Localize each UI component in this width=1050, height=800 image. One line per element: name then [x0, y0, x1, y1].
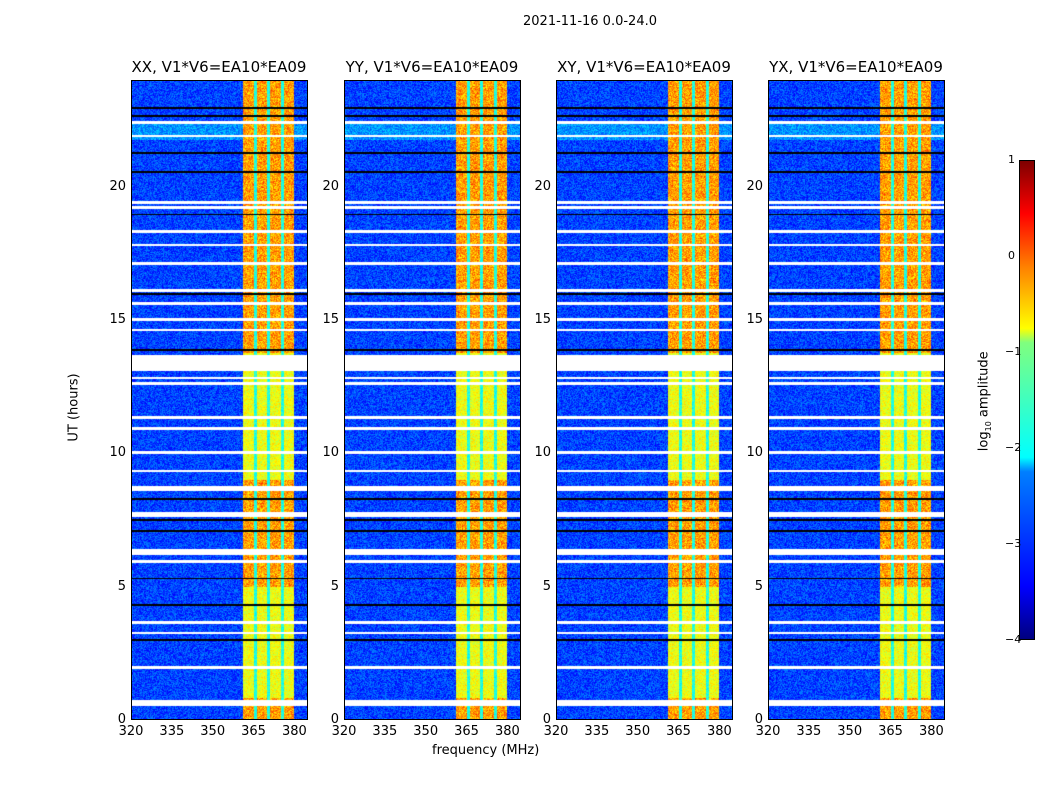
- x-tick-label: 320: [543, 724, 569, 739]
- x-tick-label: 350: [200, 724, 226, 739]
- colorbar-tick-label: 1: [1008, 153, 1015, 166]
- heatmap-panel: [556, 80, 733, 720]
- x-tick-label: 350: [413, 724, 439, 739]
- x-tick-label: 365: [454, 724, 479, 739]
- heatmap-image: [345, 81, 520, 719]
- panel-title: XX, V1*V6=EA10*EA09: [131, 58, 307, 76]
- x-tick-label: 365: [666, 724, 691, 739]
- colorbar-tick-label: −4: [1005, 633, 1022, 646]
- y-tick-label: 5: [117, 578, 126, 594]
- x-tick-label: 350: [837, 724, 863, 739]
- y-tick-label: 10: [322, 445, 339, 461]
- y-tick-label: 5: [754, 578, 763, 594]
- y-tick-label: 0: [117, 712, 126, 727]
- heatmap-image: [557, 81, 732, 719]
- y-tick-label: 10: [746, 445, 763, 461]
- x-tick-label: 380: [494, 724, 520, 739]
- heatmap-panel: [768, 80, 945, 720]
- y-tick-label: 15: [322, 312, 339, 327]
- y-tick-label: 0: [754, 712, 763, 727]
- y-tick-label: 20: [322, 178, 339, 194]
- panel-title: YY, V1*V6=EA10*EA09: [345, 58, 519, 76]
- panel-title: YX, V1*V6=EA10*EA09: [769, 58, 943, 76]
- x-tick-label: 380: [281, 724, 307, 739]
- figure-title: 2021-11-16 0.0-24.0: [523, 14, 657, 29]
- x-axis-label: frequency (MHz): [432, 743, 540, 758]
- x-tick-label: 365: [878, 724, 903, 739]
- heatmap-panel: [344, 80, 521, 720]
- y-tick-label: 15: [746, 312, 763, 327]
- heatmap-image: [132, 81, 307, 719]
- y-axis-label: UT (hours): [66, 373, 82, 442]
- x-tick-label: 320: [118, 724, 144, 739]
- colorbar: [1019, 160, 1035, 640]
- x-tick-label: 320: [755, 724, 781, 739]
- y-tick-label: 0: [542, 712, 551, 727]
- colorbar-tick-label: −2: [1005, 441, 1022, 454]
- colorbar-tick-label: 0: [1008, 249, 1015, 262]
- x-tick-label: 350: [625, 724, 651, 739]
- x-tick-label: 320: [331, 724, 357, 739]
- x-tick-label: 335: [584, 724, 610, 739]
- y-tick-label: 5: [542, 578, 551, 594]
- y-tick-label: 20: [534, 178, 551, 194]
- heatmap-panel: [131, 80, 308, 720]
- colorbar-tick-label: −3: [1005, 537, 1022, 550]
- y-tick-label: 10: [534, 445, 551, 461]
- x-tick-label: 365: [241, 724, 266, 739]
- heatmap-image: [769, 81, 944, 719]
- y-tick-label: 0: [330, 712, 339, 727]
- colorbar-label: log10 amplitude: [976, 351, 994, 452]
- y-tick-label: 5: [330, 578, 339, 594]
- y-tick-label: 15: [109, 312, 126, 327]
- y-tick-label: 15: [534, 312, 551, 327]
- y-tick-label: 20: [746, 178, 763, 194]
- x-tick-label: 335: [796, 724, 822, 739]
- panel-title: XY, V1*V6=EA10*EA09: [557, 58, 731, 76]
- x-tick-label: 335: [159, 724, 185, 739]
- y-tick-label: 10: [109, 445, 126, 461]
- y-tick-label: 20: [109, 178, 126, 194]
- x-tick-label: 335: [372, 724, 398, 739]
- x-tick-label: 380: [706, 724, 732, 739]
- colorbar-tick-label: −1: [1005, 345, 1022, 358]
- x-tick-label: 380: [918, 724, 944, 739]
